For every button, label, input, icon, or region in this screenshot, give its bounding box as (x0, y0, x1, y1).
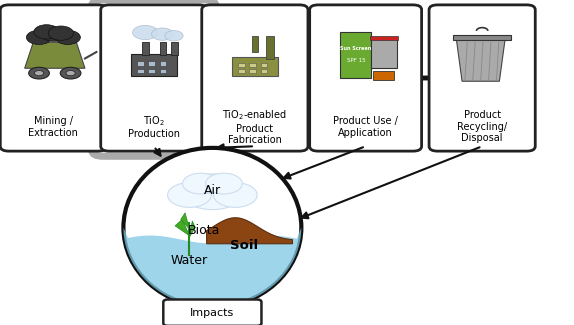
Bar (266, 36, 274, 58)
FancyBboxPatch shape (202, 5, 308, 151)
Bar (340, 32, 371, 78)
Text: Soil: Soil (230, 239, 258, 252)
Circle shape (181, 174, 244, 210)
Text: Sun Screen: Sun Screen (340, 46, 371, 51)
Bar (160, 42, 166, 55)
FancyBboxPatch shape (92, 0, 216, 156)
Polygon shape (207, 218, 293, 244)
Text: Product
Recycling/
Disposal: Product Recycling/ Disposal (457, 110, 507, 143)
Text: Mining /
Extraction: Mining / Extraction (29, 116, 78, 137)
FancyBboxPatch shape (1, 5, 107, 151)
Polygon shape (175, 219, 189, 236)
Text: Impacts: Impacts (190, 308, 235, 318)
Bar (142, 42, 149, 55)
Polygon shape (25, 42, 85, 68)
Bar (148, 69, 155, 73)
Bar (232, 57, 278, 76)
Circle shape (34, 71, 44, 76)
Circle shape (48, 26, 73, 40)
Circle shape (205, 173, 242, 194)
Text: Product Use /
Application: Product Use / Application (333, 116, 398, 137)
Bar (171, 42, 178, 55)
Circle shape (168, 183, 211, 207)
Ellipse shape (123, 148, 301, 307)
Circle shape (29, 67, 49, 79)
Bar (370, 36, 398, 40)
FancyBboxPatch shape (101, 5, 207, 151)
Text: TiO$_2$
Production: TiO$_2$ Production (128, 114, 180, 139)
Bar (252, 36, 258, 52)
Bar (238, 63, 245, 67)
Bar (371, 39, 397, 68)
Circle shape (152, 28, 173, 40)
Bar (148, 61, 155, 66)
Text: Air: Air (204, 184, 221, 197)
Circle shape (165, 31, 183, 41)
Bar (137, 61, 144, 66)
Polygon shape (123, 227, 301, 307)
Polygon shape (456, 39, 505, 81)
Circle shape (55, 30, 80, 45)
Circle shape (26, 30, 52, 45)
Circle shape (183, 173, 219, 194)
FancyBboxPatch shape (429, 5, 535, 151)
Circle shape (66, 71, 75, 76)
Circle shape (60, 67, 81, 79)
FancyBboxPatch shape (163, 300, 262, 325)
Text: Biota: Biota (188, 224, 220, 237)
FancyBboxPatch shape (310, 5, 421, 151)
Bar (249, 63, 256, 67)
Bar (160, 69, 166, 73)
Bar (249, 69, 256, 73)
Bar (160, 61, 166, 66)
Circle shape (34, 25, 59, 39)
Bar (261, 63, 267, 67)
Bar (453, 35, 511, 40)
Bar (131, 54, 177, 76)
Bar (373, 71, 394, 80)
Text: SPF 15: SPF 15 (347, 58, 365, 63)
Circle shape (41, 27, 66, 41)
Polygon shape (181, 213, 189, 229)
Circle shape (214, 183, 257, 207)
Text: TiO$_2$-enabled
Product
Fabrication: TiO$_2$-enabled Product Fabrication (222, 108, 288, 145)
Circle shape (133, 25, 158, 40)
Bar (261, 69, 267, 73)
Bar (238, 69, 245, 73)
Polygon shape (189, 221, 195, 237)
Bar (137, 69, 144, 73)
Text: Water: Water (171, 254, 208, 266)
